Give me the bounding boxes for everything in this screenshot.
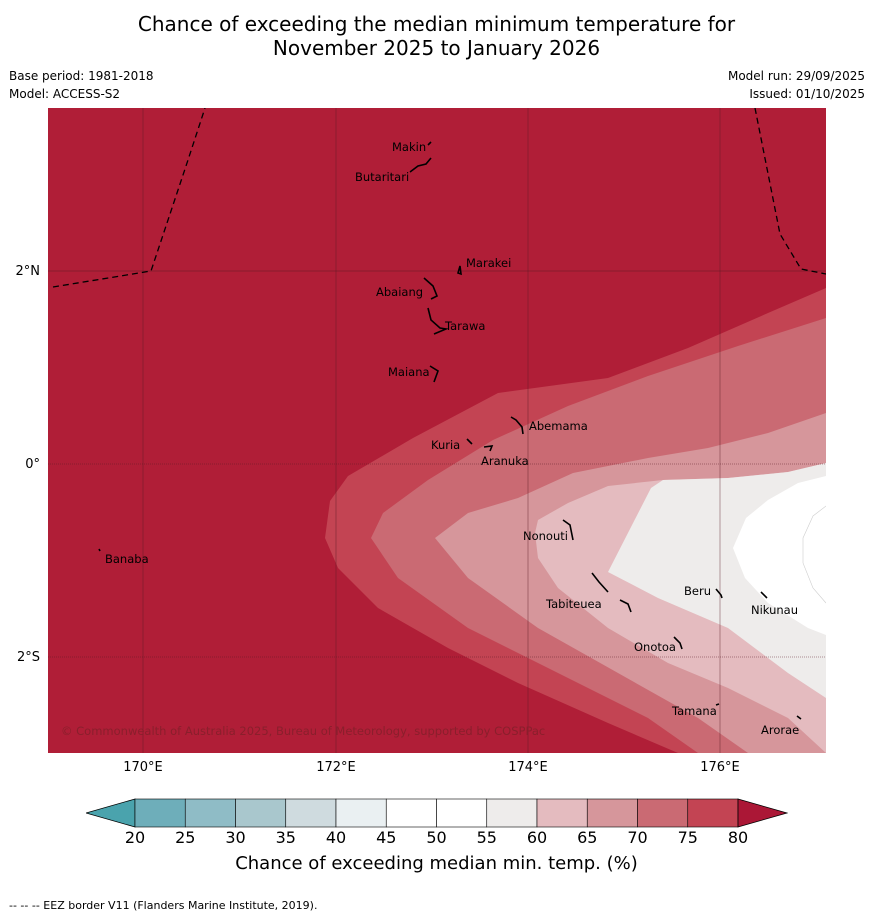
- island-kuria: [466, 438, 473, 445]
- colorbar-box-25: [184, 798, 236, 828]
- colorbar-tick-60: 60: [526, 828, 548, 847]
- colorbar-box-45: [385, 798, 437, 828]
- island-beru: [715, 588, 723, 599]
- colorbar-tick-70: 70: [627, 828, 648, 847]
- title-line-2: November 2025 to January 2026: [272, 36, 601, 60]
- island-onotoa: [673, 636, 683, 650]
- label-tamana: Tamana: [671, 704, 717, 718]
- colorbar-tick-45: 45: [376, 828, 397, 847]
- colorbar-box-75: [687, 798, 739, 828]
- island-nikunau: [760, 591, 768, 599]
- colorbar-tick-35: 35: [275, 828, 296, 847]
- model-run: Model run: 29/09/2025: [727, 69, 865, 83]
- lat-label-0: 0°: [25, 457, 40, 472]
- eez-border-west: [52, 108, 206, 288]
- island-tamana: [715, 703, 720, 706]
- colorbar-box-70: [637, 798, 689, 828]
- contour-50-inner: [802, 505, 826, 604]
- label-onotoa: Onotoa: [634, 640, 676, 654]
- label-beru: Beru: [684, 584, 711, 598]
- colorbar-tick-25: 25: [175, 828, 196, 847]
- colorbar-box-40: [335, 798, 387, 828]
- colorbar-tick-75: 75: [677, 828, 698, 847]
- label-tabiteuea: Tabiteuea: [545, 597, 602, 611]
- label-arorae: Arorae: [761, 723, 799, 737]
- colorbar-tick-50: 50: [426, 828, 447, 847]
- label-marakei: Marakei: [466, 256, 511, 270]
- eez-border: [52, 108, 826, 288]
- colorbar-box-55: [486, 798, 538, 828]
- title-line-1: Chance of exceeding the median minimum t…: [137, 12, 736, 36]
- colorbar-tick-65: 65: [577, 828, 598, 847]
- island-arorae: [796, 715, 802, 720]
- eez-border-east: [754, 108, 826, 275]
- colorbar-box-65: [586, 798, 638, 828]
- colorbar-box-35: [285, 798, 337, 828]
- island-labels: Makin Butaritari Marakei Abaiang Tarawa …: [105, 140, 799, 737]
- lon-label-174: 174°E: [508, 760, 548, 775]
- label-butaritari: Butaritari: [355, 170, 409, 184]
- model-name: Model: ACCESS-S2: [9, 87, 121, 101]
- colorbar-box-20: [134, 798, 186, 828]
- colorbar-boxes: [134, 798, 739, 828]
- colorbar-box-30: [235, 798, 287, 828]
- colorbar-under-arrow: [86, 798, 136, 828]
- base-period: Base period: 1981-2018: [9, 69, 154, 83]
- colorbar-title: Chance of exceeding median min. temp. (%…: [235, 853, 638, 874]
- island-tarawa: [427, 307, 449, 335]
- colorbar-tick-55: 55: [476, 828, 497, 847]
- band-50: [733, 476, 826, 635]
- graticule: [48, 108, 826, 753]
- island-butaritari: [409, 157, 432, 173]
- island-aranuka: [483, 445, 494, 452]
- meta-left: Base period: 1981-2018 Model: ACCESS-S2: [9, 67, 154, 103]
- lat-label-2s: 2°S: [16, 650, 40, 665]
- colorbar-box-50: [436, 798, 488, 828]
- island-maiana: [429, 365, 439, 383]
- label-kuria: Kuria: [431, 438, 460, 452]
- label-abemama: Abemama: [529, 419, 588, 433]
- label-nikunau: Nikunau: [751, 603, 798, 617]
- colorbar-tick-40: 40: [325, 828, 347, 847]
- island-banaba: [98, 548, 101, 552]
- lon-label-176: 176°E: [700, 760, 740, 775]
- colorbar-tick-30: 30: [225, 828, 246, 847]
- colorbar: [86, 798, 788, 828]
- issued-date: Issued: 01/10/2025: [749, 87, 865, 101]
- label-makin: Makin: [392, 140, 426, 154]
- label-aranuka: Aranuka: [481, 454, 529, 468]
- island-abemama: [510, 416, 524, 435]
- colorbar-tick-80: 80: [727, 828, 749, 847]
- chart-title: Chance of exceeding the median minimum t…: [0, 12, 873, 60]
- island-marakei: [457, 265, 462, 276]
- island-nonouti: [562, 519, 574, 541]
- island-abaiang: [423, 277, 439, 300]
- lat-label-2n: 2°N: [15, 264, 41, 279]
- label-abaiang: Abaiang: [376, 285, 423, 299]
- islands: [98, 141, 802, 720]
- colorbar-tick-20: 20: [124, 828, 146, 847]
- label-nonouti: Nonouti: [523, 529, 568, 543]
- island-tabiteuea: [591, 572, 632, 613]
- island-makin: [427, 141, 432, 146]
- colorbar-box-60: [536, 798, 588, 828]
- lon-label-170: 170°E: [123, 760, 163, 775]
- lon-label-172: 172°E: [316, 760, 356, 775]
- label-banaba: Banaba: [105, 552, 149, 566]
- footer-note: -- -- -- EEZ border V11 (Flanders Marine…: [9, 899, 318, 912]
- meta-right: Model run: 29/09/2025 Issued: 01/10/2025: [728, 67, 865, 103]
- map-panel: Makin Butaritari Marakei Abaiang Tarawa …: [48, 108, 826, 753]
- copyright-notice: © Commonwealth of Australia 2025, Bureau…: [61, 724, 546, 738]
- colorbar-over-arrow: [737, 798, 788, 828]
- label-tarawa: Tarawa: [444, 319, 485, 333]
- label-maiana: Maiana: [388, 365, 430, 379]
